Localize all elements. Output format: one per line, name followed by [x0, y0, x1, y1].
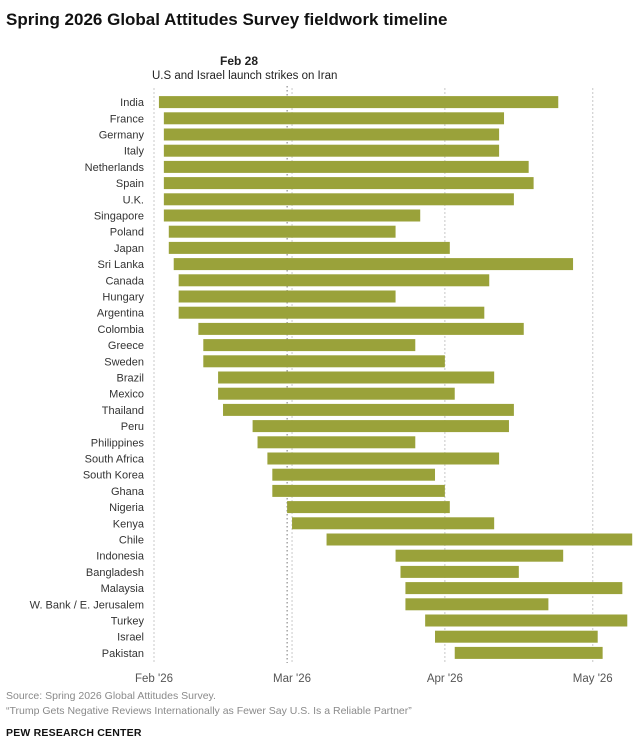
source-note: Source: Spring 2026 Global Attitudes Sur…	[6, 690, 216, 702]
timeline-bar	[178, 306, 485, 319]
timeline-bar	[178, 274, 490, 287]
country-label: Japan	[114, 243, 144, 255]
timeline-bar	[326, 533, 633, 546]
country-label: Canada	[105, 275, 144, 287]
country-label: Ghana	[111, 486, 145, 498]
timeline-bar	[173, 258, 574, 271]
country-label: Kenya	[113, 518, 145, 530]
timeline-bar	[435, 630, 598, 643]
timeline-bar	[203, 355, 445, 368]
timeline-bar	[287, 501, 450, 514]
country-label: Germany	[99, 130, 145, 142]
country-label: France	[110, 113, 144, 125]
country-label: Colombia	[98, 324, 145, 336]
timeline-bar	[292, 517, 495, 530]
timeline-bar	[405, 582, 623, 595]
timeline-bar	[218, 387, 455, 400]
country-label: Bangladesh	[86, 567, 144, 579]
timeline-bar	[454, 646, 603, 659]
country-label: Spain	[116, 178, 144, 190]
country-label: Brazil	[116, 373, 144, 385]
country-label: South Africa	[85, 454, 145, 466]
timeline-bar	[163, 112, 505, 125]
country-label: Italy	[124, 146, 145, 158]
report-title: “Trump Gets Negative Reviews Internation…	[6, 705, 412, 717]
country-label: Chile	[119, 535, 144, 547]
gantt-chart: Feb '26 Mar '26 Apr '26 May '26 India France G…	[30, 86, 633, 685]
annotation-text: U.S and Israel launch strikes on Iran	[152, 70, 338, 82]
country-label: Greece	[108, 340, 144, 352]
x-tick-label: Feb '26	[135, 673, 173, 685]
timeline-bar	[163, 177, 534, 190]
timeline-bar	[163, 128, 500, 141]
timeline-bar	[425, 614, 628, 627]
country-label: Israel	[117, 632, 144, 644]
timeline-bar	[198, 322, 524, 335]
timeline-bar	[158, 96, 559, 109]
annotation-date: Feb 28	[220, 54, 259, 68]
timeline-bar	[163, 193, 514, 206]
country-label: Hungary	[102, 292, 144, 304]
country-label: Sweden	[104, 356, 144, 368]
timeline-bar	[168, 225, 396, 238]
timeline-bar	[267, 452, 500, 465]
country-label: India	[120, 97, 145, 109]
country-label: Poland	[110, 227, 144, 239]
x-tick-label: May '26	[573, 673, 613, 685]
country-label: Philippines	[91, 437, 145, 449]
timeline-bar	[163, 144, 500, 157]
timeline-bar	[272, 484, 445, 497]
country-label: U.K.	[123, 194, 144, 206]
country-label: Argentina	[97, 308, 145, 320]
timeline-bar	[257, 436, 416, 449]
timeline-bar	[405, 598, 549, 611]
country-label: Sri Lanka	[98, 259, 145, 271]
timeline-bar	[218, 371, 495, 384]
timeline-bar	[178, 290, 396, 303]
timeline-bar	[272, 468, 436, 481]
timeline-bar	[163, 209, 421, 222]
country-label: Nigeria	[109, 502, 145, 514]
x-tick-label: Apr '26	[427, 673, 463, 685]
timeline-bar	[400, 565, 519, 578]
timeline-bar	[163, 160, 529, 173]
country-label: Pakistan	[102, 648, 144, 660]
country-label: Peru	[121, 421, 144, 433]
country-label: Thailand	[102, 405, 144, 417]
country-label: South Korea	[83, 470, 145, 482]
country-label: Indonesia	[96, 551, 145, 563]
country-label: Netherlands	[85, 162, 145, 174]
timeline-bar	[395, 549, 564, 562]
timeline-bar	[168, 241, 450, 254]
brand-logo-text: PEW RESEARCH CENTER	[6, 727, 142, 739]
country-label: W. Bank / E. Jerusalem	[30, 599, 144, 611]
timeline-bar	[252, 420, 509, 433]
country-label: Mexico	[109, 389, 144, 401]
x-tick-label: Mar '26	[273, 673, 311, 685]
country-label: Malaysia	[101, 583, 145, 595]
timeline-bar	[223, 403, 514, 416]
country-label: Turkey	[111, 616, 145, 628]
country-label: Singapore	[94, 211, 144, 223]
chart-title: Spring 2026 Global Attitudes Survey fiel…	[6, 10, 448, 29]
timeline-bar	[203, 339, 416, 352]
